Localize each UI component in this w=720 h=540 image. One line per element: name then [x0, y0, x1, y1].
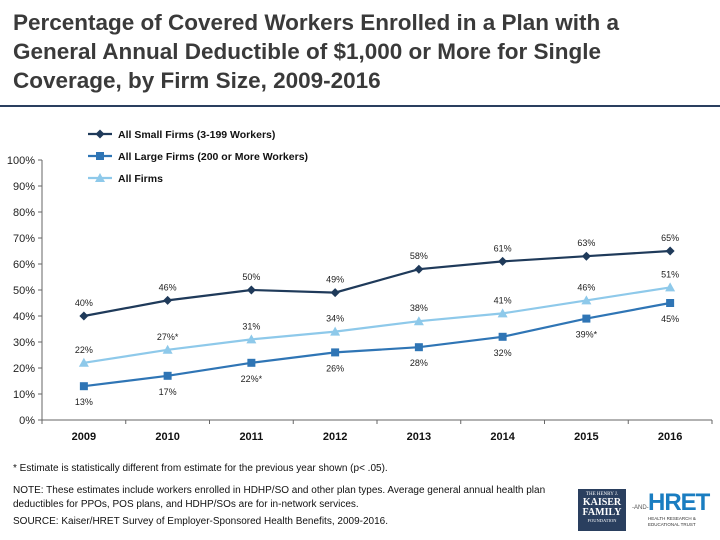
- x-tick-label: 2014: [490, 431, 515, 443]
- data-label: 46%: [159, 282, 177, 292]
- series-2-point: [498, 332, 507, 341]
- data-label: 13%: [75, 397, 93, 407]
- y-tick-label: 80%: [13, 207, 35, 219]
- legend-marker: [96, 152, 104, 160]
- data-label: 22%: [75, 345, 93, 355]
- footnote: * Estimate is statistically different fr…: [13, 463, 388, 474]
- data-label: 41%: [494, 295, 512, 305]
- y-tick-label: 90%: [13, 181, 35, 193]
- series-3-point: [665, 282, 676, 292]
- series-3-point: [413, 316, 424, 326]
- x-tick-label: 2009: [72, 431, 96, 443]
- series-2-point: [247, 358, 256, 367]
- series-line-2: [83, 301, 671, 388]
- x-tick-label: 2010: [155, 431, 179, 443]
- line-chart: 0% 10% 20% 30% 40% 50% 60% 70% 80% 90% 100% 2009 201…: [7, 129, 713, 443]
- data-label: 49%: [326, 275, 344, 285]
- hret-logo-tagline: HEALTH RESEARCH & EDUCATIONAL TRUST: [648, 516, 696, 527]
- data-label: 45%: [661, 314, 679, 324]
- series-1-point: [665, 246, 675, 256]
- kff-logo-line1: THE HENRY J.: [585, 492, 619, 497]
- x-tick-label: 2013: [407, 431, 431, 443]
- data-label: 65%: [661, 233, 679, 243]
- data-label: 28%: [410, 358, 428, 368]
- data-label: 38%: [410, 303, 428, 313]
- legend-marker: [95, 173, 105, 182]
- series-1-point: [581, 251, 591, 261]
- series-2-point: [414, 343, 423, 352]
- series-1-point: [246, 285, 256, 295]
- y-tick-label: 30%: [13, 337, 35, 349]
- data-label: 46%: [577, 282, 595, 292]
- kff-logo-line4: FOUNDATION: [587, 518, 617, 523]
- hret-logo: HRET HEALTH RESEARCH & EDUCATIONAL TRUST: [648, 490, 716, 534]
- series-2-point: [582, 314, 591, 323]
- series-2-point: [666, 299, 675, 307]
- series-1-point: [330, 288, 340, 298]
- legend-label: All Firms: [118, 173, 163, 185]
- data-label: 51%: [661, 269, 679, 279]
- series-3-point: [581, 295, 592, 305]
- series-2-point: [163, 371, 172, 380]
- title-divider: [0, 105, 720, 107]
- y-tick-label: 50%: [13, 285, 35, 297]
- series-3-point: [162, 344, 173, 354]
- data-label: 26%: [326, 363, 344, 373]
- x-tick-label: 2012: [323, 431, 347, 443]
- data-label: 58%: [410, 251, 428, 261]
- series-1-point: [163, 295, 173, 305]
- y-tick-label: 70%: [13, 233, 35, 245]
- series-line-1: [83, 249, 671, 318]
- kff-logo: THE HENRY J. KAISER FAMILY FOUNDATION: [578, 489, 626, 531]
- series-3-point: [246, 334, 257, 344]
- data-label: 31%: [242, 321, 260, 331]
- y-tick-label: 0%: [19, 415, 35, 427]
- data-label: 63%: [577, 238, 595, 248]
- logo-and: -AND-: [632, 505, 649, 511]
- data-label: 22%*: [241, 374, 263, 384]
- data-label: 50%: [242, 272, 260, 282]
- data-label: 32%: [494, 348, 512, 358]
- data-label: 40%: [75, 298, 93, 308]
- series-3-point: [330, 326, 341, 336]
- legend-marker: [95, 129, 105, 139]
- series-2-point: [79, 382, 88, 391]
- y-tick-label: 100%: [7, 155, 35, 167]
- series-line-3: [83, 286, 671, 364]
- legend-label: All Small Firms (3-199 Workers): [118, 129, 275, 141]
- note: NOTE: These estimates include workers en…: [13, 485, 546, 510]
- series-3-point: [497, 308, 508, 318]
- source: SOURCE: Kaiser/HRET Survey of Employer-S…: [13, 516, 388, 527]
- series-2-point: [331, 348, 340, 357]
- data-label: 34%: [326, 314, 344, 324]
- series-3-point: [78, 357, 89, 367]
- x-tick-label: 2016: [658, 431, 682, 443]
- data-label: 17%: [159, 387, 177, 397]
- chart-title: Percentage of Covered Workers Enrolled i…: [13, 10, 620, 93]
- y-tick-label: 60%: [13, 259, 35, 271]
- y-tick-label: 40%: [13, 311, 35, 323]
- x-tick-label: 2015: [574, 431, 598, 443]
- series-1-point: [414, 264, 424, 274]
- hret-logo-name: HRET: [648, 489, 710, 516]
- x-tick-label: 2011: [239, 431, 263, 443]
- y-tick-label: 10%: [13, 389, 35, 401]
- data-label: 61%: [494, 243, 512, 253]
- series-1-point: [498, 256, 508, 266]
- kff-logo-line3: FAMILY: [582, 507, 622, 518]
- data-label: 39%*: [576, 330, 598, 340]
- legend-label: All Large Firms (200 or More Workers): [118, 151, 308, 163]
- series-1-point: [79, 311, 89, 321]
- kff-logo-line2: KAISER: [582, 497, 622, 508]
- data-label: 27%*: [157, 332, 179, 342]
- y-tick-label: 20%: [13, 363, 35, 375]
